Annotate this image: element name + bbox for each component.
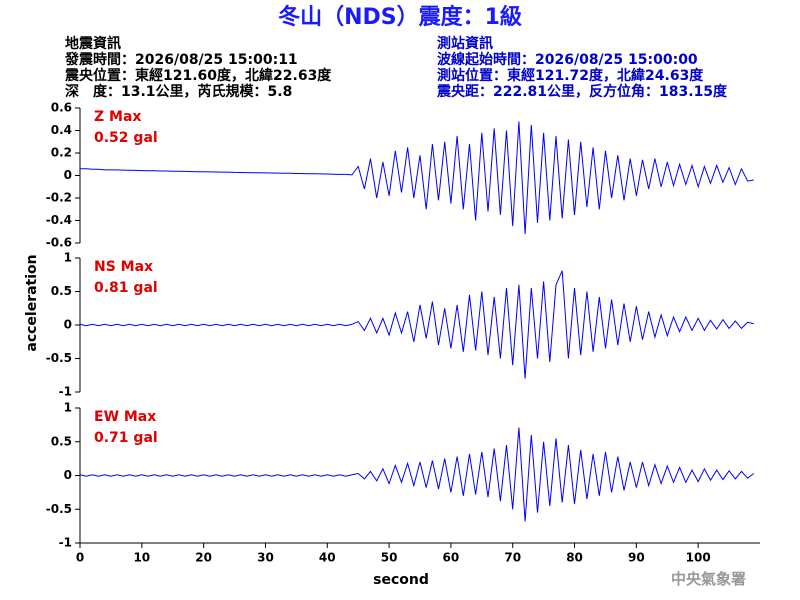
- y-tick-label: -0.2: [46, 191, 72, 205]
- y-tick-label: 0.2: [51, 146, 72, 160]
- info-left: 震央位置：東經121.60度，北緯22.63度: [64, 67, 332, 84]
- max-label: EW Max: [94, 409, 156, 425]
- x-tick-label: 80: [566, 551, 583, 565]
- x-tick-label: 20: [195, 551, 212, 565]
- info-left: 地震資訊: [65, 35, 121, 52]
- x-tick-label: 30: [257, 551, 274, 565]
- y-tick-label: -0.6: [46, 236, 72, 250]
- y-tick-label: -1: [59, 385, 72, 399]
- info-left: 發震時間：2026/08/25 15:00:11: [64, 51, 298, 68]
- y-tick-label: -0.5: [46, 502, 72, 516]
- y-tick-label: 0: [64, 168, 72, 182]
- y-tick-label: 0.6: [51, 101, 72, 115]
- y-axis-title: acceleration: [24, 254, 40, 351]
- x-axis-title: second: [373, 572, 429, 588]
- footer: 中央氣象署: [671, 570, 746, 588]
- y-tick-label: 0.5: [51, 284, 72, 298]
- x-tick-label: 40: [319, 551, 336, 565]
- max-value: 0.71 gal: [94, 430, 158, 446]
- waveform: [79, 270, 754, 379]
- x-tick-label: 0: [76, 551, 84, 565]
- max-value: 0.81 gal: [94, 280, 158, 296]
- x-tick-label: 100: [686, 551, 711, 565]
- y-tick-label: -0.5: [46, 351, 72, 365]
- x-tick-label: 10: [133, 551, 150, 565]
- x-tick-label: 70: [504, 551, 521, 565]
- waveform: [79, 427, 755, 522]
- max-label: Z Max: [94, 109, 141, 125]
- y-tick-label: 0: [64, 318, 72, 332]
- info-right: 測站資訊: [437, 35, 493, 52]
- waveform: [80, 121, 754, 235]
- info-left: 深 度：13.1公里，芮氏規模：5.8: [65, 83, 292, 100]
- y-tick-label: 1: [64, 401, 72, 415]
- y-tick-label: 0.4: [51, 123, 72, 137]
- x-tick-label: 60: [443, 551, 460, 565]
- max-value: 0.52 gal: [94, 130, 158, 146]
- y-tick-label: 0.5: [51, 434, 72, 448]
- chart-title: 冬山（NDS）震度：1級: [278, 4, 522, 30]
- info-right: 測站位置：東經121.72度，北緯24.63度: [437, 67, 704, 84]
- y-tick-label: -0.4: [46, 213, 72, 227]
- y-tick-label: 1: [64, 251, 72, 265]
- y-tick-label: 0: [64, 468, 72, 482]
- max-label: NS Max: [94, 259, 153, 275]
- info-right: 震央距：222.81公里，反方位角：183.15度: [436, 83, 728, 100]
- info-right: 波線起始時間：2026/08/25 15:00:00: [437, 51, 698, 68]
- x-tick-label: 90: [628, 551, 645, 565]
- x-tick-label: 50: [381, 551, 398, 565]
- y-tick-label: -1: [59, 536, 72, 550]
